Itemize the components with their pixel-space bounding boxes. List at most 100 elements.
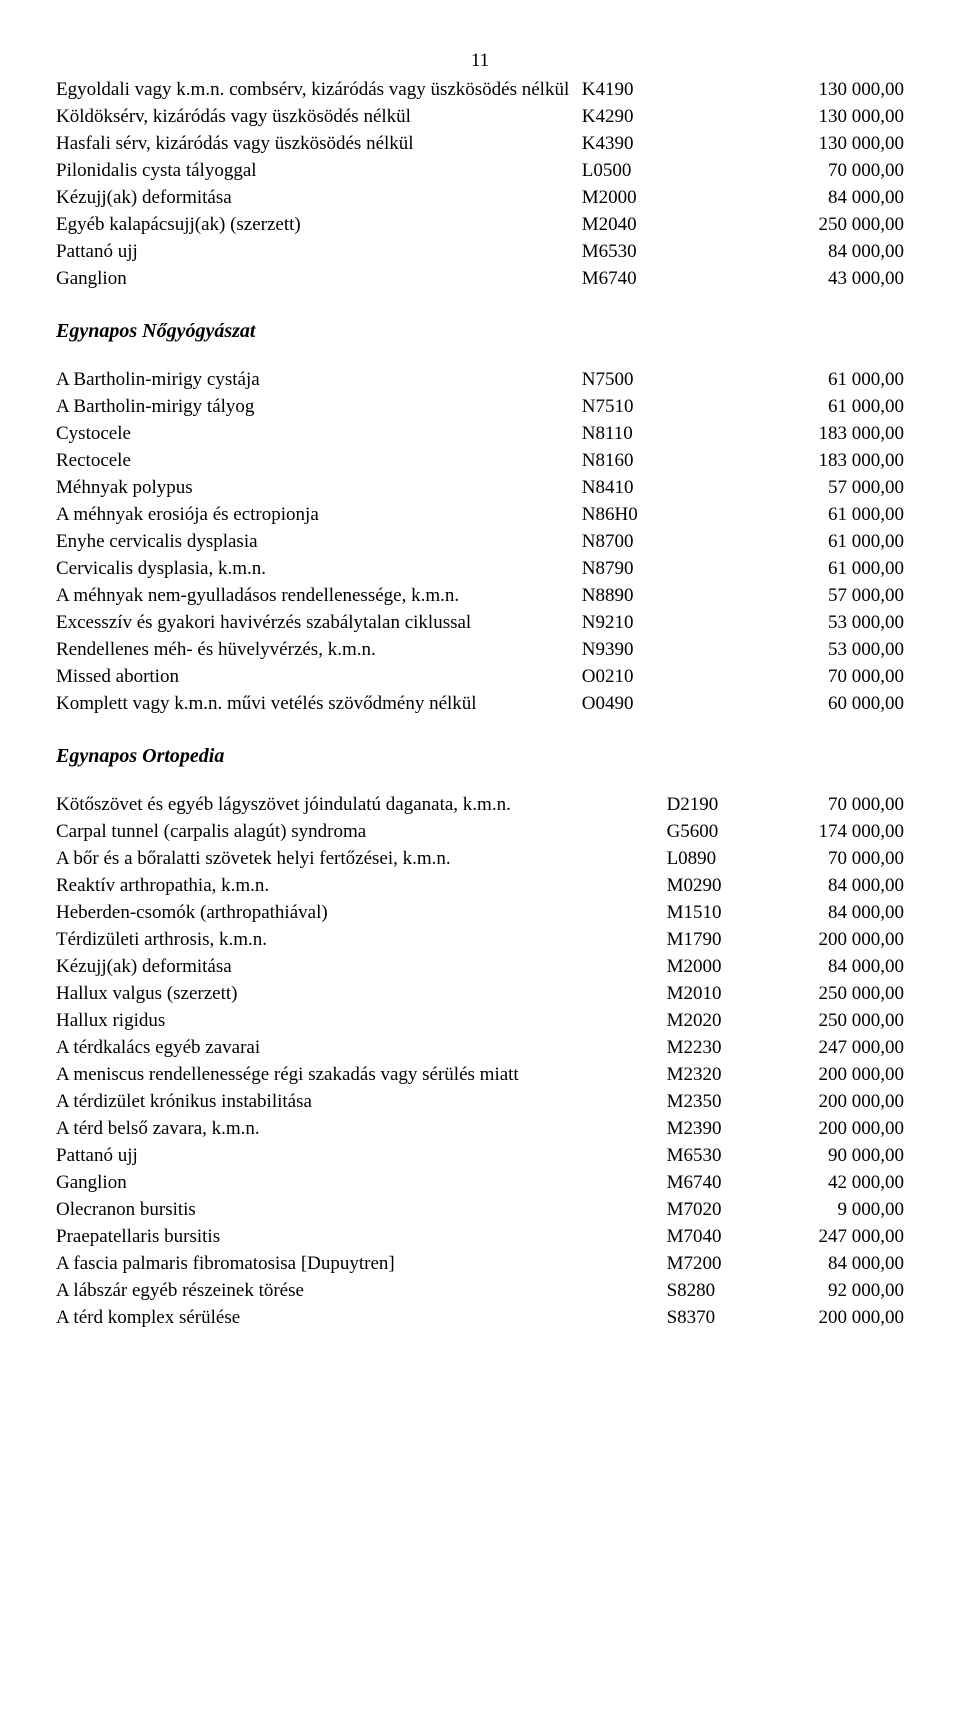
row-price: 60 000,00 [692,691,904,718]
table-row: A térdizület krónikus instabilitásaM2350… [56,1089,904,1116]
row-label: A térdizület krónikus instabilitása [56,1089,667,1116]
table-row: Köldöksérv, kizáródás vagy üszkösödés né… [56,104,904,131]
row-label: Carpal tunnel (carpalis alagút) syndroma [56,819,667,846]
row-price: 250 000,00 [692,212,904,239]
row-code: N8790 [582,556,692,583]
row-label: Ganglion [56,266,582,293]
row-code: K4190 [582,77,692,104]
row-code: N9390 [582,637,692,664]
row-code: N8410 [582,475,692,502]
row-price: 174 000,00 [760,819,904,846]
row-label: Köldöksérv, kizáródás vagy üszkösödés né… [56,104,582,131]
price-table-gyneco: A Bartholin-mirigy cystájaN750061 000,00… [56,367,904,718]
table-row: Pattanó ujjM653084 000,00 [56,239,904,266]
row-label: A méhnyak nem-gyulladásos rendellenesség… [56,583,582,610]
row-price: 84 000,00 [692,185,904,212]
row-code: M2010 [667,981,760,1008]
table-row: Rendellenes méh- és hüvelyvérzés, k.m.n.… [56,637,904,664]
row-price: 247 000,00 [760,1035,904,1062]
row-price: 200 000,00 [760,1062,904,1089]
row-price: 90 000,00 [760,1143,904,1170]
row-code: G5600 [667,819,760,846]
table-row: A térd komplex sérüléseS8370200 000,00 [56,1305,904,1332]
row-code: O0210 [582,664,692,691]
row-label: A térd belső zavara, k.m.n. [56,1116,667,1143]
section-title-ortho: Egynapos Ortopedia [56,742,904,770]
row-label: Praepatellaris bursitis [56,1224,667,1251]
row-price: 53 000,00 [692,610,904,637]
row-label: Missed abortion [56,664,582,691]
row-code: N9210 [582,610,692,637]
table-row: GanglionM674042 000,00 [56,1170,904,1197]
row-code: M0290 [667,873,760,900]
row-price: 84 000,00 [760,873,904,900]
row-price: 70 000,00 [760,846,904,873]
page-number: 11 [56,48,904,75]
row-label: Pattanó ujj [56,239,582,266]
row-price: 130 000,00 [692,104,904,131]
row-price: 70 000,00 [692,664,904,691]
row-code: M6740 [667,1170,760,1197]
row-code: K4390 [582,131,692,158]
row-code: M2000 [667,954,760,981]
table-row: A meniscus rendellenessége régi szakadás… [56,1062,904,1089]
row-code: L0500 [582,158,692,185]
row-price: 130 000,00 [692,131,904,158]
row-code: M6530 [582,239,692,266]
row-label: Reaktív arthropathia, k.m.n. [56,873,667,900]
table-row: A Bartholin-mirigy tályogN751061 000,00 [56,394,904,421]
table-row: Egyoldali vagy k.m.n. combsérv, kizáródá… [56,77,904,104]
row-code: M1790 [667,927,760,954]
row-label: A Bartholin-mirigy tályog [56,394,582,421]
row-price: 183 000,00 [692,448,904,475]
row-code: S8370 [667,1305,760,1332]
row-price: 9 000,00 [760,1197,904,1224]
row-code: M2390 [667,1116,760,1143]
table-row: Kézujj(ak) deformitásaM200084 000,00 [56,954,904,981]
table-row: Carpal tunnel (carpalis alagút) syndroma… [56,819,904,846]
row-label: Cystocele [56,421,582,448]
row-label: Egyéb kalapácsujj(ak) (szerzett) [56,212,582,239]
table-row: A térdkalács egyéb zavaraiM2230247 000,0… [56,1035,904,1062]
table-row: Kézujj(ak) deformitásaM200084 000,00 [56,185,904,212]
row-label: Enyhe cervicalis dysplasia [56,529,582,556]
row-label: A térd komplex sérülése [56,1305,667,1332]
row-code: S8280 [667,1278,760,1305]
row-code: N8700 [582,529,692,556]
row-code: D2190 [667,792,760,819]
price-table-top: Egyoldali vagy k.m.n. combsérv, kizáródá… [56,77,904,293]
table-row: Egyéb kalapácsujj(ak) (szerzett)M2040250… [56,212,904,239]
table-row: Praepatellaris bursitisM7040247 000,00 [56,1224,904,1251]
table-row: A méhnyak erosiója és ectropionjaN86H061… [56,502,904,529]
row-code: N8890 [582,583,692,610]
row-label: Kötőszövet és egyéb lágyszövet jóindulat… [56,792,667,819]
row-label: Rendellenes méh- és hüvelyvérzés, k.m.n. [56,637,582,664]
row-price: 61 000,00 [692,502,904,529]
row-price: 183 000,00 [692,421,904,448]
row-label: Térdizületi arthrosis, k.m.n. [56,927,667,954]
row-code: N7510 [582,394,692,421]
section-title-gyneco: Egynapos Nőgyógyászat [56,317,904,345]
row-price: 53 000,00 [692,637,904,664]
row-price: 84 000,00 [760,900,904,927]
row-label: Cervicalis dysplasia, k.m.n. [56,556,582,583]
row-price: 247 000,00 [760,1224,904,1251]
row-label: Kézujj(ak) deformitása [56,185,582,212]
row-code: L0890 [667,846,760,873]
row-label: Hallux rigidus [56,1008,667,1035]
row-code: M1510 [667,900,760,927]
row-code: N8160 [582,448,692,475]
table-row: A méhnyak nem-gyulladásos rendellenesség… [56,583,904,610]
row-label: A térdkalács egyéb zavarai [56,1035,667,1062]
row-price: 200 000,00 [760,1116,904,1143]
row-label: Olecranon bursitis [56,1197,667,1224]
table-row: Enyhe cervicalis dysplasiaN870061 000,00 [56,529,904,556]
row-code: M2230 [667,1035,760,1062]
row-label: Rectocele [56,448,582,475]
row-price: 43 000,00 [692,266,904,293]
table-row: GanglionM674043 000,00 [56,266,904,293]
row-code: M2040 [582,212,692,239]
row-label: A bőr és a bőralatti szövetek helyi fert… [56,846,667,873]
row-price: 57 000,00 [692,583,904,610]
row-code: M2350 [667,1089,760,1116]
